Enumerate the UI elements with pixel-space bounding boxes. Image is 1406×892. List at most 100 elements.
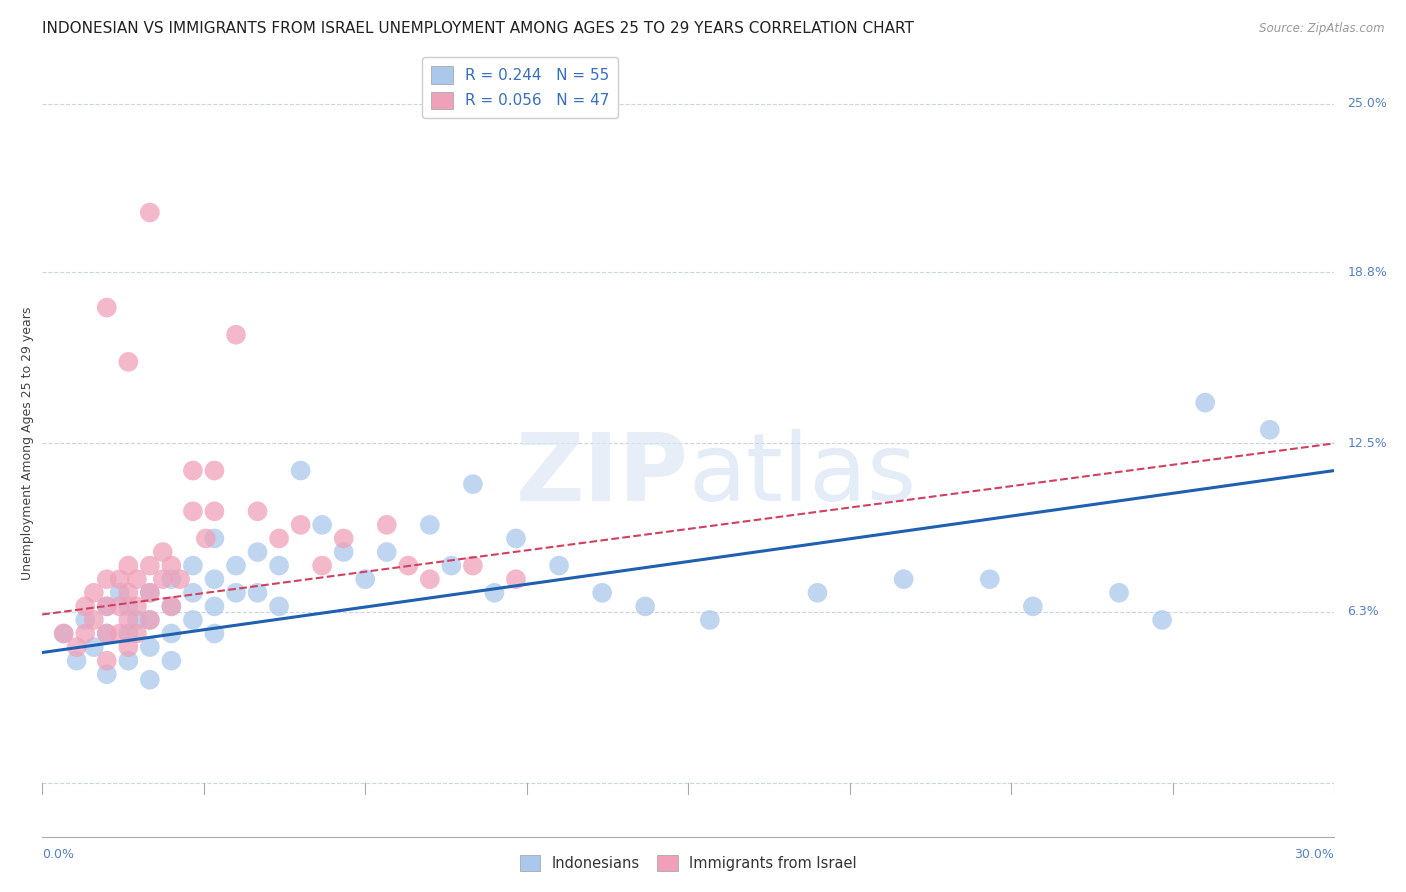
Point (117, 654, 139, 668)
Text: 0.0%: 0.0% (42, 848, 75, 861)
Point (160, 599, 183, 614)
Text: ZIP: ZIP (516, 429, 689, 521)
Point (96, 599, 118, 614)
Point (75, 599, 97, 614)
Point (152, 572, 174, 586)
Point (125, 599, 148, 614)
Point (117, 586, 139, 600)
Point (139, 586, 162, 600)
Point (246, 586, 269, 600)
Point (311, 558, 333, 573)
Point (396, 558, 419, 573)
Point (96, 301, 118, 315)
Point (204, 572, 226, 586)
Point (1258, 423, 1281, 437)
Text: 6.3%: 6.3% (1347, 606, 1379, 618)
Point (1152, 613, 1174, 627)
Point (440, 558, 463, 573)
Point (181, 586, 204, 600)
Point (160, 558, 183, 573)
Point (117, 558, 139, 573)
Point (354, 572, 377, 586)
Point (225, 327, 247, 342)
Point (96, 626, 118, 640)
Point (83, 613, 105, 627)
Point (267, 532, 290, 546)
Point (181, 464, 204, 478)
Point (83, 640, 105, 654)
Point (181, 558, 204, 573)
Point (108, 626, 131, 640)
Point (160, 654, 183, 668)
Point (160, 599, 183, 614)
Point (484, 586, 506, 600)
Text: 25.0%: 25.0% (1347, 97, 1388, 111)
Text: INDONESIAN VS IMMIGRANTS FROM ISRAEL UNEMPLOYMENT AMONG AGES 25 TO 29 YEARS CORR: INDONESIAN VS IMMIGRANTS FROM ISRAEL UNE… (42, 21, 914, 36)
Point (75, 613, 97, 627)
Point (108, 599, 131, 614)
Point (290, 517, 312, 532)
Point (96, 572, 118, 586)
Text: 18.8%: 18.8% (1347, 266, 1388, 278)
Point (139, 673, 162, 687)
Point (375, 545, 398, 559)
Point (139, 613, 162, 627)
Y-axis label: Unemployment Among Ages 25 to 29 years: Unemployment Among Ages 25 to 29 years (21, 307, 34, 580)
Point (117, 613, 139, 627)
Point (160, 572, 183, 586)
Point (419, 517, 441, 532)
Point (139, 558, 162, 573)
Point (83, 586, 105, 600)
Point (461, 558, 484, 573)
Point (139, 640, 162, 654)
Point (139, 586, 162, 600)
Point (375, 517, 398, 532)
Point (893, 572, 915, 586)
Point (461, 477, 484, 491)
Point (169, 572, 191, 586)
Point (419, 572, 441, 586)
Text: 30.0%: 30.0% (1295, 848, 1334, 861)
Point (699, 613, 721, 627)
Point (1194, 395, 1216, 409)
Point (979, 572, 1001, 586)
Point (96, 626, 118, 640)
Point (65, 654, 87, 668)
Point (117, 640, 139, 654)
Point (246, 545, 269, 559)
Point (96, 667, 118, 681)
Point (332, 532, 354, 546)
Point (267, 558, 290, 573)
Point (65, 640, 87, 654)
Point (591, 586, 613, 600)
Point (108, 572, 131, 586)
Point (204, 504, 226, 518)
Point (117, 626, 139, 640)
Point (108, 586, 131, 600)
Point (139, 205, 162, 219)
Point (52, 626, 75, 640)
Point (181, 613, 204, 627)
Point (806, 586, 828, 600)
Point (160, 626, 183, 640)
Point (267, 599, 290, 614)
Point (125, 626, 148, 640)
Point (204, 532, 226, 546)
Text: atlas: atlas (689, 429, 917, 521)
Point (548, 558, 571, 573)
Text: 12.5%: 12.5% (1347, 437, 1388, 450)
Point (204, 626, 226, 640)
Point (505, 532, 527, 546)
Point (139, 613, 162, 627)
Point (125, 572, 148, 586)
Point (332, 545, 354, 559)
Point (505, 572, 527, 586)
Point (75, 626, 97, 640)
Point (52, 626, 75, 640)
Point (246, 504, 269, 518)
Point (117, 599, 139, 614)
Point (194, 532, 217, 546)
Point (204, 464, 226, 478)
Point (181, 504, 204, 518)
Point (152, 545, 174, 559)
